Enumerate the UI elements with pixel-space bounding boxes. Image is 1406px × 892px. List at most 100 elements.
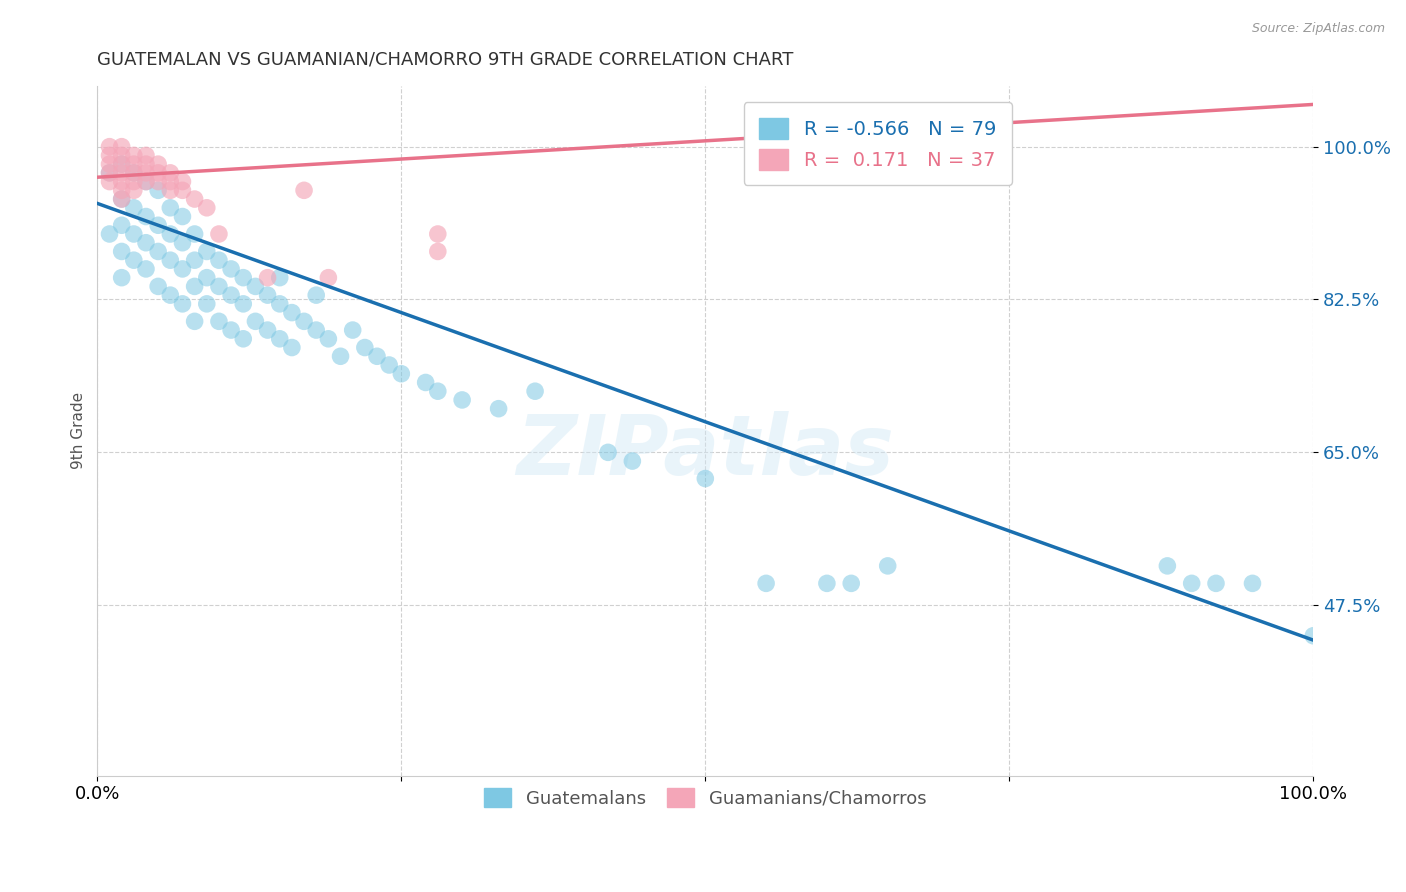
Point [111, 270, 134, 285]
Point [281, 341, 304, 355]
Point [122, 166, 145, 180]
Point [111, 157, 134, 171]
Point [195, 244, 218, 259]
Point [1302, 629, 1324, 643]
Point [755, 576, 778, 591]
Point [183, 314, 205, 328]
Point [318, 332, 340, 346]
Point [292, 314, 315, 328]
Point [172, 235, 194, 250]
Point [256, 288, 278, 302]
Point [1181, 576, 1204, 591]
Point [269, 332, 291, 346]
Point [159, 175, 181, 189]
Y-axis label: 9th Grade: 9th Grade [72, 392, 86, 469]
Point [159, 201, 181, 215]
Point [122, 253, 145, 268]
Point [245, 314, 267, 328]
Point [415, 376, 437, 390]
Point [1156, 558, 1178, 573]
Point [256, 270, 278, 285]
Point [208, 227, 231, 241]
Point [159, 253, 181, 268]
Point [122, 201, 145, 215]
Point [183, 192, 205, 206]
Point [135, 235, 157, 250]
Point [135, 175, 157, 189]
Point [208, 253, 231, 268]
Point [621, 454, 644, 468]
Point [122, 175, 145, 189]
Point [135, 175, 157, 189]
Point [111, 175, 134, 189]
Point [122, 183, 145, 197]
Point [195, 270, 218, 285]
Point [111, 219, 134, 233]
Point [146, 279, 169, 293]
Point [122, 166, 145, 180]
Point [98, 139, 121, 153]
Point [695, 471, 717, 485]
Point [256, 323, 278, 337]
Point [1241, 576, 1264, 591]
Point [135, 166, 157, 180]
Point [111, 139, 134, 153]
Point [281, 305, 304, 319]
Point [596, 445, 619, 459]
Point [135, 148, 157, 162]
Point [146, 175, 169, 189]
Point [122, 157, 145, 171]
Legend: Guatemalans, Guamanians/Chamorros: Guatemalans, Guamanians/Chamorros [477, 780, 934, 814]
Point [451, 392, 474, 407]
Point [232, 332, 254, 346]
Point [122, 227, 145, 241]
Point [135, 210, 157, 224]
Point [111, 166, 134, 180]
Point [98, 175, 121, 189]
Point [195, 297, 218, 311]
Point [342, 323, 364, 337]
Point [183, 227, 205, 241]
Point [426, 244, 449, 259]
Point [159, 166, 181, 180]
Point [219, 261, 242, 276]
Point [146, 166, 169, 180]
Text: ZIPatlas: ZIPatlas [516, 410, 894, 491]
Point [219, 323, 242, 337]
Point [98, 166, 121, 180]
Point [135, 157, 157, 171]
Point [208, 314, 231, 328]
Point [159, 288, 181, 302]
Point [98, 157, 121, 171]
Point [815, 576, 838, 591]
Point [135, 261, 157, 276]
Point [111, 148, 134, 162]
Point [366, 349, 388, 363]
Point [111, 192, 134, 206]
Point [146, 219, 169, 233]
Point [353, 341, 375, 355]
Point [159, 183, 181, 197]
Point [245, 279, 267, 293]
Point [172, 175, 194, 189]
Point [219, 288, 242, 302]
Point [378, 358, 401, 372]
Point [488, 401, 510, 416]
Point [269, 297, 291, 311]
Point [172, 183, 194, 197]
Point [172, 297, 194, 311]
Point [426, 384, 449, 399]
Point [318, 270, 340, 285]
Point [389, 367, 412, 381]
Point [839, 576, 862, 591]
Point [232, 297, 254, 311]
Point [111, 192, 134, 206]
Point [146, 157, 169, 171]
Point [122, 148, 145, 162]
Point [305, 323, 328, 337]
Point [172, 210, 194, 224]
Point [183, 253, 205, 268]
Point [111, 183, 134, 197]
Point [146, 183, 169, 197]
Point [172, 261, 194, 276]
